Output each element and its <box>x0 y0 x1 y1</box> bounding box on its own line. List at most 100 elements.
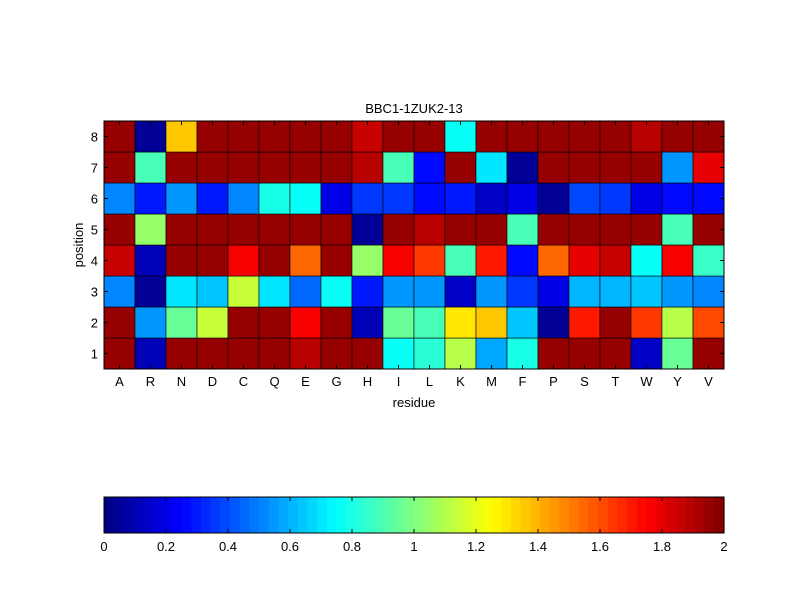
heatmap-cell <box>104 307 135 338</box>
colorbar-swatch <box>617 497 627 533</box>
colorbar-swatch <box>211 497 221 533</box>
heatmap-cell <box>476 245 507 276</box>
x-tick-label: R <box>146 374 155 389</box>
heatmap-cell <box>383 245 414 276</box>
heatmap-cell <box>228 183 259 214</box>
heatmap-cell <box>259 183 290 214</box>
heatmap-cell <box>569 121 600 152</box>
colorbar-swatch <box>298 497 308 533</box>
y-tick-label: 3 <box>91 285 98 300</box>
heatmap-cell <box>104 152 135 183</box>
heatmap-cell <box>166 338 197 369</box>
heatmap-cell <box>631 245 662 276</box>
heatmap-cell <box>631 152 662 183</box>
x-tick-label: L <box>426 374 433 389</box>
heatmap-cell <box>352 245 383 276</box>
x-tick-label: K <box>456 374 465 389</box>
colorbar-swatch <box>133 497 143 533</box>
heatmap-cell <box>693 338 724 369</box>
colorbar-swatch <box>462 497 472 533</box>
heatmap-cell <box>321 338 352 369</box>
heatmap-cell <box>104 214 135 245</box>
heatmap-cell <box>197 183 228 214</box>
heatmap-cell <box>600 183 631 214</box>
heatmap-cell <box>228 307 259 338</box>
heatmap-cell <box>538 307 569 338</box>
colorbar-swatch <box>685 497 695 533</box>
heatmap-cell <box>290 214 321 245</box>
heatmap-cell <box>476 121 507 152</box>
heatmap-cell <box>135 121 166 152</box>
heatmap-cell <box>631 307 662 338</box>
colorbar-swatch <box>104 497 114 533</box>
heatmap-cell <box>631 276 662 307</box>
colorbar-swatch <box>676 497 686 533</box>
colorbar-swatch <box>414 497 424 533</box>
heatmap-cell <box>197 307 228 338</box>
colorbar-tick-label: 1 <box>410 539 417 554</box>
heatmap-cell <box>569 245 600 276</box>
colorbar-tick-label: 0 <box>100 539 107 554</box>
heatmap-cell <box>414 307 445 338</box>
heatmap-cell <box>259 276 290 307</box>
heatmap-cell <box>662 152 693 183</box>
colorbar-swatch <box>521 497 531 533</box>
heatmap-cell <box>321 121 352 152</box>
heatmap-cell <box>197 276 228 307</box>
colorbar-tick-label: 2 <box>720 539 727 554</box>
colorbar-swatch <box>608 497 618 533</box>
heatmap-cell <box>104 338 135 369</box>
colorbar-swatch <box>588 497 598 533</box>
colorbar-swatch <box>220 497 230 533</box>
x-tick-label: D <box>208 374 217 389</box>
heatmap-cell <box>104 245 135 276</box>
heatmap-cell <box>445 183 476 214</box>
x-tick-label: Q <box>269 374 279 389</box>
heatmap-cell <box>600 152 631 183</box>
heatmap-cell <box>228 214 259 245</box>
colorbar-swatch <box>579 497 589 533</box>
colorbar-tick-label: 0.4 <box>219 539 237 554</box>
heatmap-cell <box>538 338 569 369</box>
heatmap-cell <box>290 307 321 338</box>
colorbar-tick-label: 1.2 <box>467 539 485 554</box>
y-tick-label: 1 <box>91 347 98 362</box>
heatmap-cell <box>569 152 600 183</box>
x-tick-label: F <box>519 374 527 389</box>
colorbar-swatch <box>637 497 647 533</box>
y-tick-label: 7 <box>91 161 98 176</box>
colorbar-swatch <box>288 497 298 533</box>
heatmap-cell <box>321 152 352 183</box>
colorbar-swatch <box>511 497 521 533</box>
colorbar-swatch <box>492 497 502 533</box>
y-tick-label: 2 <box>91 316 98 331</box>
colorbar-swatch <box>366 497 376 533</box>
heatmap-cell <box>135 276 166 307</box>
heatmap-cell <box>476 214 507 245</box>
heatmap-cell <box>104 183 135 214</box>
heatmap-cell <box>662 183 693 214</box>
heatmap-cell <box>259 307 290 338</box>
heatmap-cell <box>538 183 569 214</box>
heatmap-cell <box>507 121 538 152</box>
heatmap-cell <box>445 338 476 369</box>
heatmap-cell <box>538 245 569 276</box>
heatmap-cell <box>476 276 507 307</box>
x-tick-label: H <box>363 374 372 389</box>
heatmap-cell <box>228 121 259 152</box>
heatmap-cell <box>352 152 383 183</box>
chart-title: BBC1-1ZUK2-13 <box>365 101 463 116</box>
heatmap-cell <box>538 214 569 245</box>
heatmap-cell <box>569 183 600 214</box>
colorbar-swatch <box>385 497 395 533</box>
x-tick-label: M <box>486 374 497 389</box>
x-tick-label: W <box>640 374 653 389</box>
heatmap-cell <box>321 183 352 214</box>
colorbar-swatch <box>356 497 366 533</box>
heatmap-cell <box>507 214 538 245</box>
colorbar-swatch <box>143 497 153 533</box>
x-tick-label: G <box>331 374 341 389</box>
heatmap-cell <box>507 307 538 338</box>
colorbar-tick-label: 0.2 <box>157 539 175 554</box>
colorbar-swatch <box>424 497 434 533</box>
